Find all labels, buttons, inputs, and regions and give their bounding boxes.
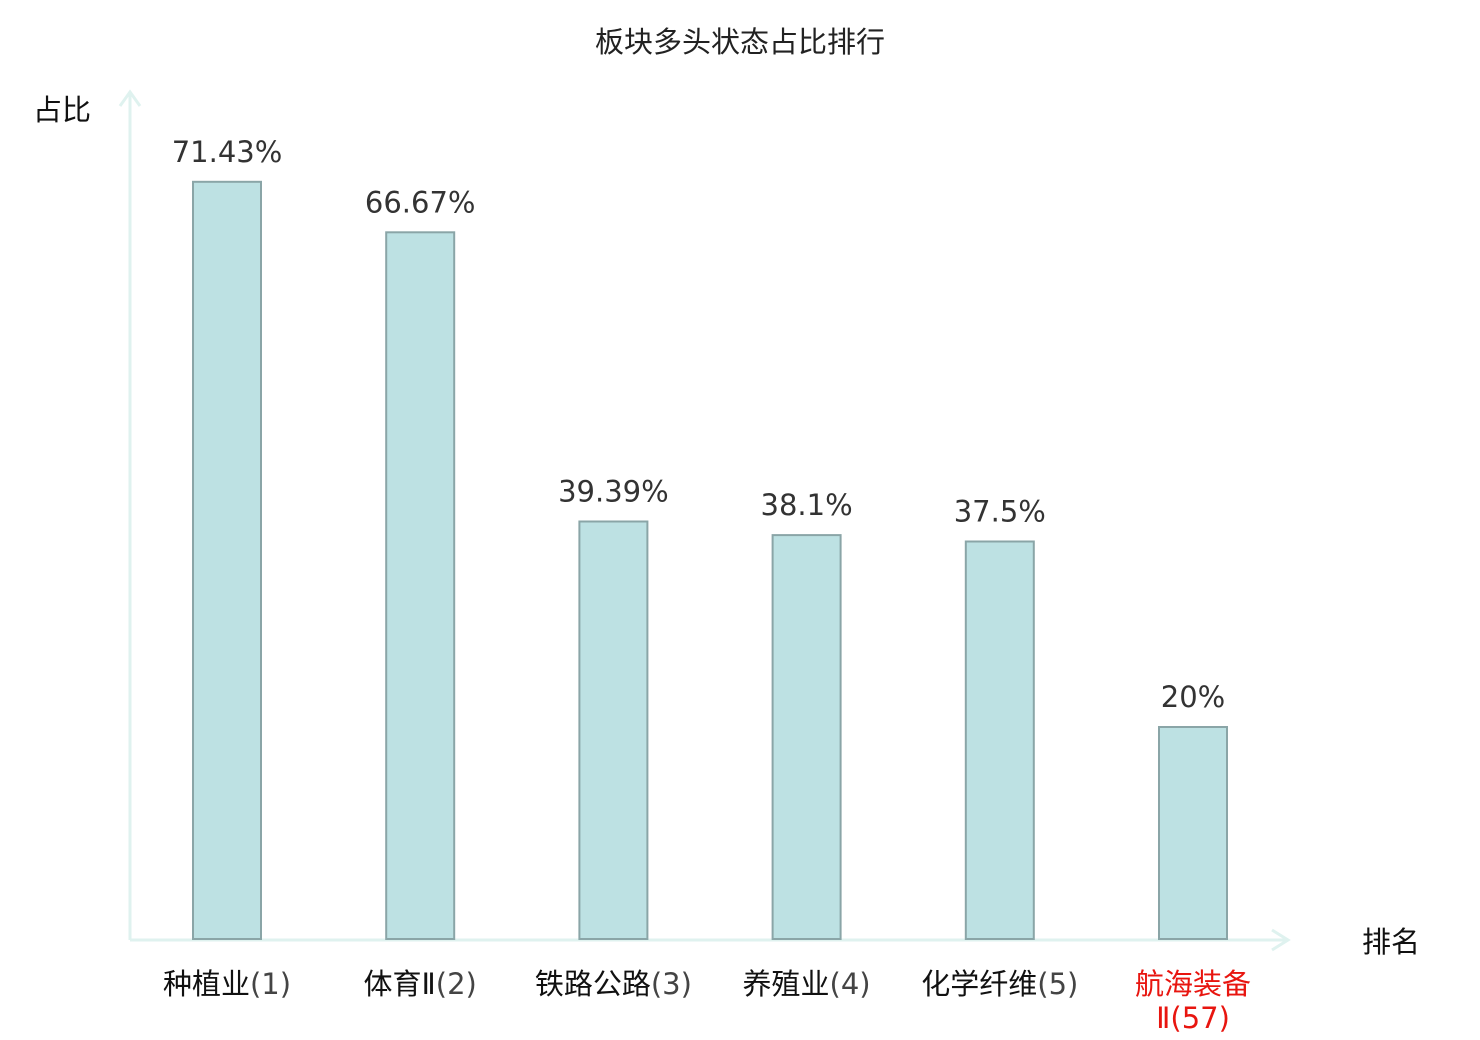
category-name-line2: Ⅱ xyxy=(1156,1001,1170,1035)
bar-3 xyxy=(578,520,649,940)
bar-2 xyxy=(385,231,456,941)
category-rank: (4) xyxy=(830,967,871,1001)
value-label-6: 20% xyxy=(1161,680,1225,714)
category-rank: (1) xyxy=(250,967,291,1001)
bar-1 xyxy=(192,180,262,941)
value-label-5: 37.5% xyxy=(954,495,1046,529)
y-axis xyxy=(118,89,142,940)
bar-5 xyxy=(964,540,1035,940)
category-label-1: 种植业(1) xyxy=(163,967,291,1001)
x-axis xyxy=(130,928,1291,952)
y-axis-label: 占比 xyxy=(33,93,91,127)
category-label-5: 化学纤维(5) xyxy=(921,967,1078,1001)
category-name: 铁路公路 xyxy=(535,967,651,1001)
y-axis-arrow xyxy=(118,89,142,107)
value-label-4: 38.1% xyxy=(761,488,853,522)
category-rank: (2) xyxy=(436,967,477,1001)
bar-6 xyxy=(1158,726,1228,940)
category-labels: 种植业(1) 体育Ⅱ(2) 铁路公路(3) 养殖业(4) 化学纤维(5) 航海装备 Ⅱ(57… xyxy=(163,967,1251,1035)
category-name: 种植业 xyxy=(163,967,250,1001)
x-axis-arrow xyxy=(1271,928,1291,952)
bar-series xyxy=(192,180,1228,941)
x-axis-label: 排名 xyxy=(1362,925,1420,959)
category-rank: (5) xyxy=(1037,967,1078,1001)
chart-title: 板块多头状态占比排行 xyxy=(595,25,885,59)
value-label-3: 39.39% xyxy=(558,475,669,509)
category-label-6: 航海装备 Ⅱ(57) xyxy=(1135,967,1251,1035)
category-name: 化学纤维 xyxy=(921,967,1037,1001)
value-label-1: 71.43% xyxy=(172,135,283,169)
category-label-3: 铁路公路(3) xyxy=(535,967,692,1001)
category-rank: (3) xyxy=(651,967,692,1001)
category-name: 航海装备 xyxy=(1135,967,1251,1001)
category-name: 养殖业 xyxy=(743,967,830,1001)
category-label-4: 养殖业(4) xyxy=(743,967,871,1001)
value-label-2: 66.67% xyxy=(365,185,476,219)
category-name: 体育Ⅱ xyxy=(364,967,436,1001)
category-rank: (57) xyxy=(1170,1001,1230,1035)
value-labels: 71.43% 66.67% 39.39% 38.1% 37.5% 20% xyxy=(172,135,1226,714)
bar-4 xyxy=(771,534,842,940)
category-label-2: 体育Ⅱ(2) xyxy=(364,967,477,1001)
